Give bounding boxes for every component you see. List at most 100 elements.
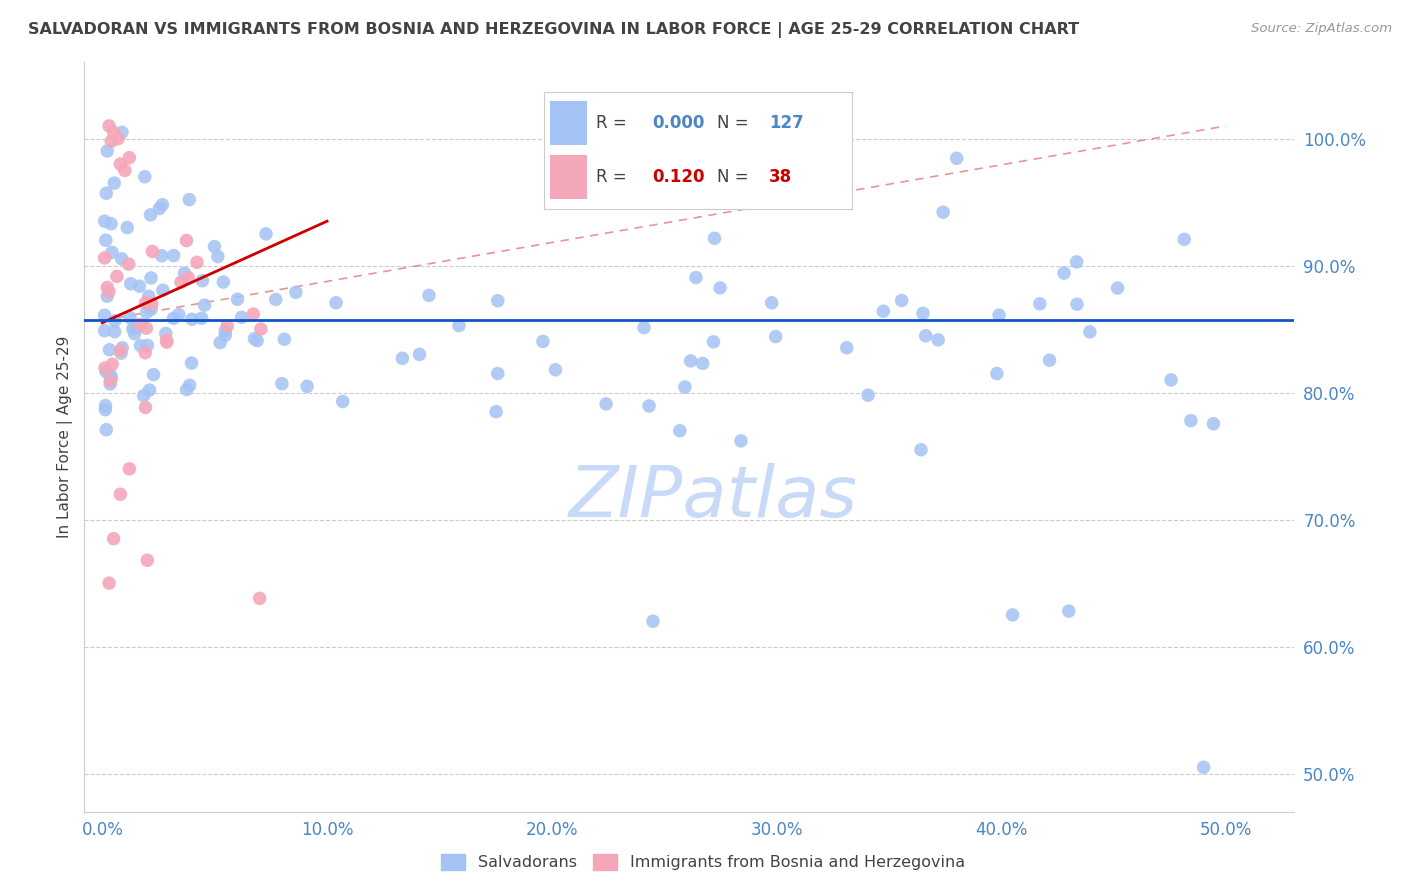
Point: [103, 532, 125, 546]
Point: [209, 335, 232, 350]
Point: [249, 591, 271, 606]
Point: [124, 321, 146, 335]
Point: [418, 288, 440, 302]
Point: [135, 305, 157, 319]
Point: [180, 356, 202, 370]
Point: [673, 380, 696, 394]
Point: [93, 324, 115, 338]
Point: [1192, 760, 1215, 774]
Point: [110, 343, 132, 358]
Point: [100, 371, 122, 385]
Point: [325, 295, 347, 310]
Point: [703, 231, 725, 245]
Point: [872, 304, 894, 318]
Point: [1078, 325, 1101, 339]
Point: [96, 280, 118, 294]
Point: [134, 345, 156, 359]
Point: [1038, 353, 1060, 368]
Point: [103, 125, 125, 139]
Point: [98, 374, 121, 388]
Point: [98, 119, 121, 133]
Point: [121, 322, 143, 336]
Point: [136, 338, 159, 352]
Point: [152, 283, 174, 297]
Point: [179, 378, 201, 392]
Point: [134, 169, 156, 184]
Point: [243, 332, 266, 346]
Point: [101, 245, 124, 260]
Point: [264, 293, 287, 307]
Point: [110, 157, 132, 171]
Point: [128, 279, 150, 293]
Point: [176, 234, 198, 248]
Point: [911, 306, 934, 320]
Point: [162, 311, 184, 326]
Point: [250, 322, 273, 336]
Point: [98, 376, 121, 391]
Point: [111, 341, 134, 355]
Point: [181, 312, 204, 326]
Point: [835, 341, 858, 355]
Point: [156, 335, 179, 350]
Point: [214, 328, 236, 343]
Point: [856, 388, 879, 402]
Point: [118, 257, 141, 271]
Point: [93, 308, 115, 322]
Point: [332, 394, 354, 409]
Point: [212, 275, 235, 289]
Point: [141, 302, 163, 317]
Point: [761, 295, 783, 310]
Point: [115, 220, 138, 235]
Legend: Salvadorans, Immigrants from Bosnia and Herzegovina: Salvadorans, Immigrants from Bosnia and …: [436, 849, 970, 875]
Point: [486, 367, 509, 381]
Point: [111, 252, 134, 266]
Point: [641, 614, 664, 628]
Point: [1180, 413, 1202, 427]
Point: [120, 277, 142, 291]
Point: [105, 269, 128, 284]
Point: [194, 298, 217, 312]
Point: [96, 144, 118, 158]
Point: [96, 289, 118, 303]
Point: [1057, 604, 1080, 618]
Point: [150, 197, 173, 211]
Point: [486, 293, 509, 308]
Point: [638, 399, 661, 413]
Point: [148, 202, 170, 216]
Point: [254, 227, 277, 241]
Point: [170, 275, 193, 289]
Point: [118, 151, 141, 165]
Point: [186, 255, 208, 269]
Point: [1160, 373, 1182, 387]
Point: [927, 333, 949, 347]
Point: [945, 151, 967, 165]
Point: [1029, 297, 1052, 311]
Point: [1066, 297, 1088, 311]
Point: [129, 318, 152, 332]
Point: [138, 289, 160, 303]
Point: [485, 405, 508, 419]
Point: [217, 318, 239, 333]
Point: [207, 250, 229, 264]
Point: [730, 434, 752, 448]
Point: [96, 423, 118, 437]
Point: [932, 205, 955, 219]
Point: [93, 214, 115, 228]
Point: [191, 274, 214, 288]
Point: [669, 424, 692, 438]
Point: [118, 462, 141, 476]
Text: ZIPatlas: ZIPatlas: [568, 463, 858, 532]
Point: [273, 332, 295, 346]
Point: [120, 310, 142, 325]
Point: [134, 401, 156, 415]
Point: [94, 233, 117, 247]
Point: [103, 176, 125, 190]
Point: [1053, 266, 1076, 280]
Point: [531, 334, 554, 349]
Point: [114, 163, 136, 178]
Point: [139, 271, 162, 285]
Point: [96, 365, 118, 379]
Point: [544, 363, 567, 377]
Point: [135, 321, 157, 335]
Point: [271, 376, 294, 391]
